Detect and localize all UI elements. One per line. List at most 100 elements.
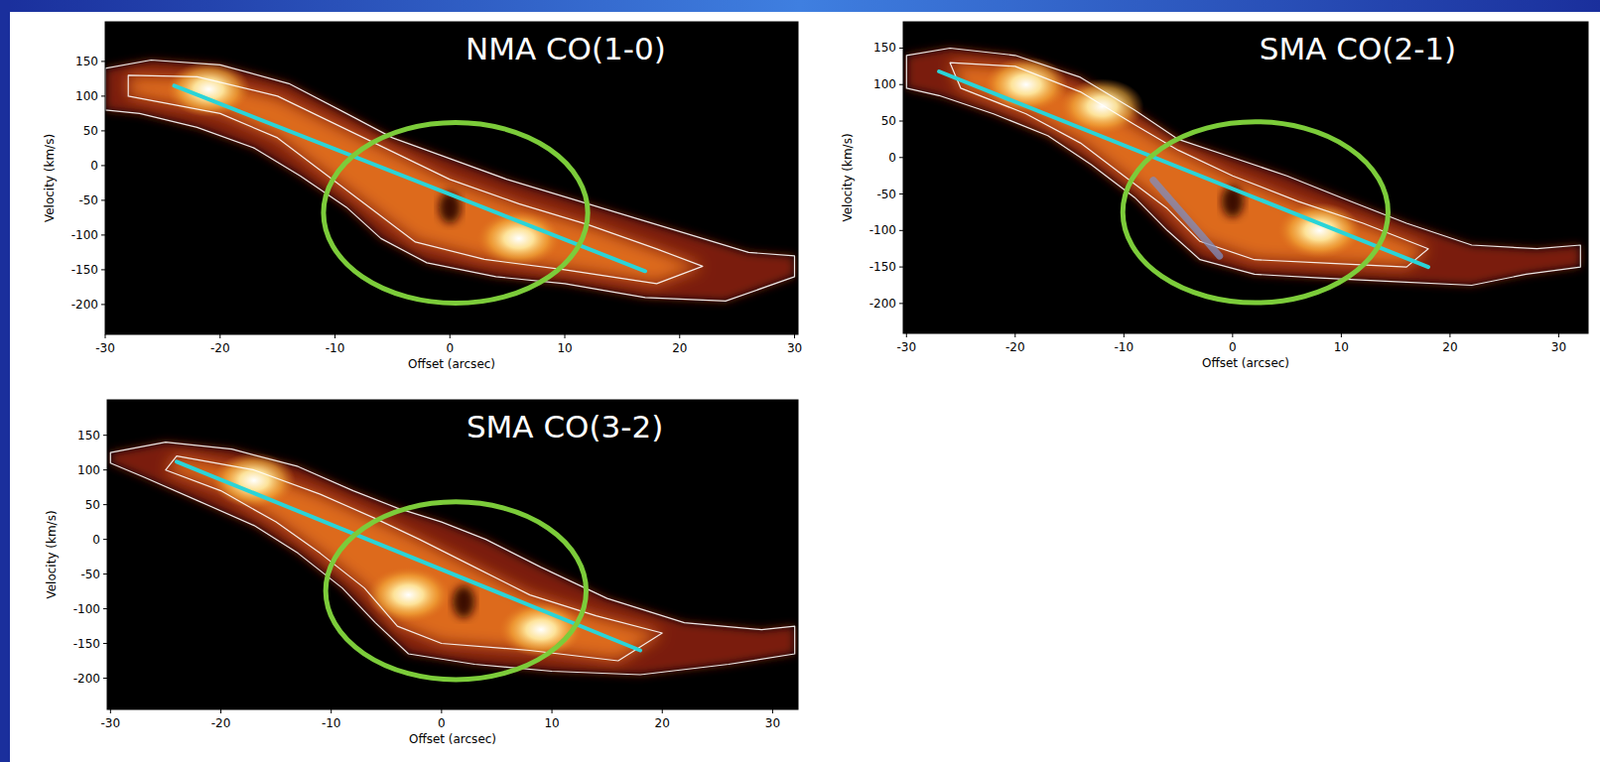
y-tick-label: -50 [80, 567, 101, 582]
x-tick [334, 334, 336, 339]
plot-background [903, 21, 1589, 334]
y-tick-label: -50 [876, 187, 897, 202]
plot-area [906, 48, 1581, 304]
x-tick [219, 334, 221, 339]
x-axis-title: Offset (arcsec) [408, 732, 497, 747]
highlight-ellipse [323, 123, 588, 304]
x-tick-label: -10 [321, 716, 342, 731]
highlight-ellipse [1122, 122, 1388, 303]
y-tick [899, 47, 904, 49]
x-tick-label: 20 [1442, 340, 1458, 355]
panel-title: SMA CO(3-2) [466, 408, 664, 445]
x-tick-label: -20 [1005, 340, 1026, 355]
plot-area [105, 60, 796, 304]
panel: SMA CO(2-1)-30-20-100102030-200-150-100-… [840, 21, 1589, 371]
contour-line [110, 442, 795, 675]
contour-line [165, 456, 663, 662]
x-tick-label: 10 [556, 341, 572, 356]
fit-line [176, 461, 641, 651]
y-tick-label: 50 [83, 124, 99, 138]
x-tick [1123, 333, 1125, 338]
y-tick [103, 677, 108, 679]
intensity-peak [367, 567, 451, 624]
plot-background [105, 21, 799, 335]
x-tick [1558, 333, 1560, 338]
y-tick-label: 50 [85, 498, 101, 513]
y-tick [899, 193, 904, 195]
x-tick-label: 0 [437, 716, 446, 731]
x-tick-label: -10 [1114, 340, 1135, 355]
contour-fill [110, 442, 795, 675]
y-tick [103, 573, 108, 575]
y-tick [103, 434, 108, 436]
x-axis-title: Offset (arcsec) [407, 357, 496, 372]
x-tick-label: 30 [1551, 340, 1567, 355]
x-tick-label: -20 [210, 341, 231, 356]
x-tick [105, 334, 107, 339]
y-tick [899, 121, 904, 123]
plot-area [110, 442, 795, 680]
x-tick [662, 709, 664, 714]
y-tick [103, 469, 108, 471]
y-tick [101, 95, 106, 97]
x-axis-title: Offset (arcsec) [1201, 356, 1290, 371]
x-tick [220, 709, 222, 714]
x-tick [678, 334, 680, 339]
y-tick-label: 50 [881, 114, 897, 129]
intensity-minimum [452, 586, 475, 619]
contour-line [128, 75, 703, 284]
y-tick [101, 130, 106, 132]
y-tick [899, 266, 904, 268]
y-tick [101, 60, 106, 62]
x-tick-label: -30 [101, 716, 122, 731]
x-tick-label: -20 [211, 716, 232, 731]
slide-border [0, 0, 1600, 12]
y-axis-title: Velocity (km/s) [44, 510, 59, 599]
y-tick-label: 100 [77, 463, 101, 478]
y-tick-label: -150 [73, 637, 101, 652]
x-tick-label: 30 [787, 341, 802, 356]
x-tick-label: 20 [671, 341, 687, 356]
contour-line [906, 48, 1581, 286]
y-tick [103, 504, 108, 506]
panel-title: SMA CO(2-1) [1259, 30, 1457, 67]
x-tick [564, 334, 566, 339]
intensity-peak [477, 210, 561, 267]
panel-title: NMA CO(1-0) [465, 30, 667, 67]
contour-fill [105, 60, 796, 302]
fit-line [938, 71, 1429, 267]
y-tick-label: 150 [75, 54, 99, 69]
y-tick-label: 0 [888, 150, 897, 165]
x-tick [794, 334, 796, 339]
x-tick [440, 709, 442, 714]
frame [903, 21, 1589, 334]
x-tick-label: 10 [543, 716, 559, 731]
y-tick-label: 150 [873, 40, 897, 55]
y-tick-label: 0 [90, 158, 99, 173]
x-tick-label: -30 [896, 340, 917, 355]
y-tick-label: -150 [869, 260, 897, 274]
y-tick [899, 302, 904, 304]
x-tick [1340, 333, 1342, 338]
y-tick [101, 268, 106, 270]
fit-line [1153, 180, 1220, 258]
y-axis-title: Velocity (km/s) [840, 133, 855, 222]
contour-line [105, 60, 796, 302]
highlight-ellipse [325, 502, 586, 680]
x-tick [110, 709, 112, 714]
y-tick-label: 0 [92, 533, 101, 547]
y-axis-title: Velocity (km/s) [42, 133, 57, 223]
x-tick-label: 30 [765, 716, 781, 731]
slide: NMA CO(1-0) -30 -20 -10 0 10 20 30 -20 0 -150 -10 0 -… [0, 0, 1600, 762]
x-tick-label: 0 [1228, 340, 1237, 355]
x-tick [772, 709, 774, 714]
y-tick-label: 100 [75, 89, 99, 104]
contour-fill [165, 456, 663, 662]
x-tick-label: 10 [1333, 340, 1349, 355]
panel: SMA CO(3-2)-30-20-100102030-200-150-100-… [44, 400, 799, 747]
y-tick [101, 199, 106, 201]
y-tick-label: 100 [873, 77, 897, 92]
y-tick-label: -50 [78, 193, 99, 208]
x-tick-label: 20 [655, 716, 670, 731]
y-tick [103, 608, 108, 610]
